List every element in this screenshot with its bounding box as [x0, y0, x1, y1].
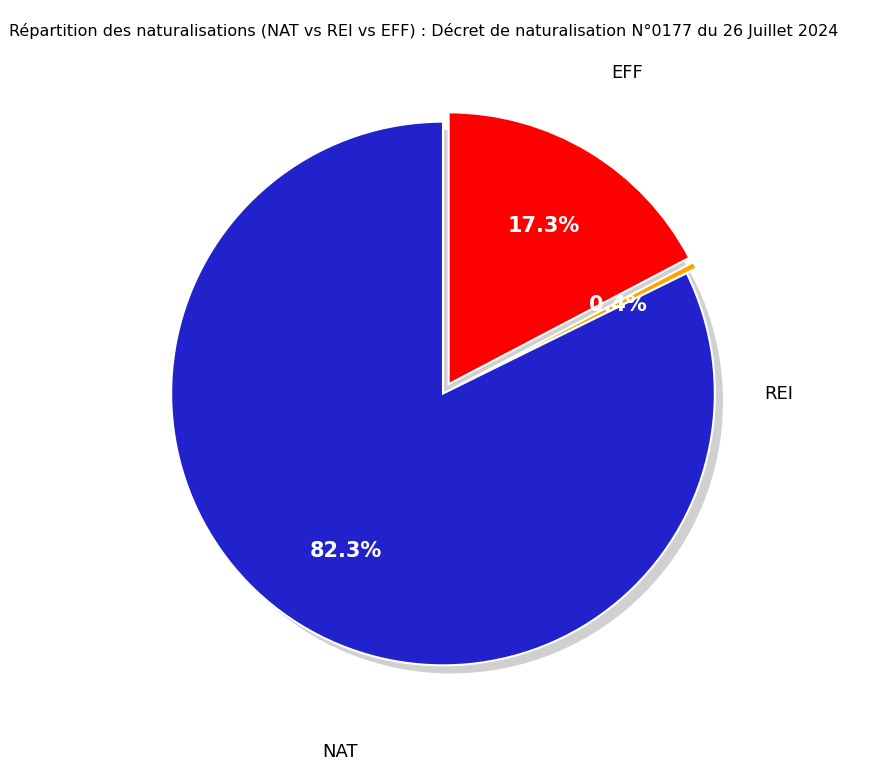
Text: Répartition des naturalisations (NAT vs REI vs EFF) : Décret de naturalisation N: Répartition des naturalisations (NAT vs … [9, 23, 838, 39]
Text: EFF: EFF [611, 63, 643, 82]
Wedge shape [171, 122, 715, 666]
Circle shape [179, 130, 723, 673]
Text: 0.4%: 0.4% [588, 295, 646, 315]
Wedge shape [453, 262, 696, 389]
Text: REI: REI [764, 385, 793, 402]
Text: 82.3%: 82.3% [309, 540, 382, 560]
Text: 17.3%: 17.3% [508, 216, 580, 236]
Text: NAT: NAT [322, 743, 358, 762]
Wedge shape [448, 112, 689, 384]
